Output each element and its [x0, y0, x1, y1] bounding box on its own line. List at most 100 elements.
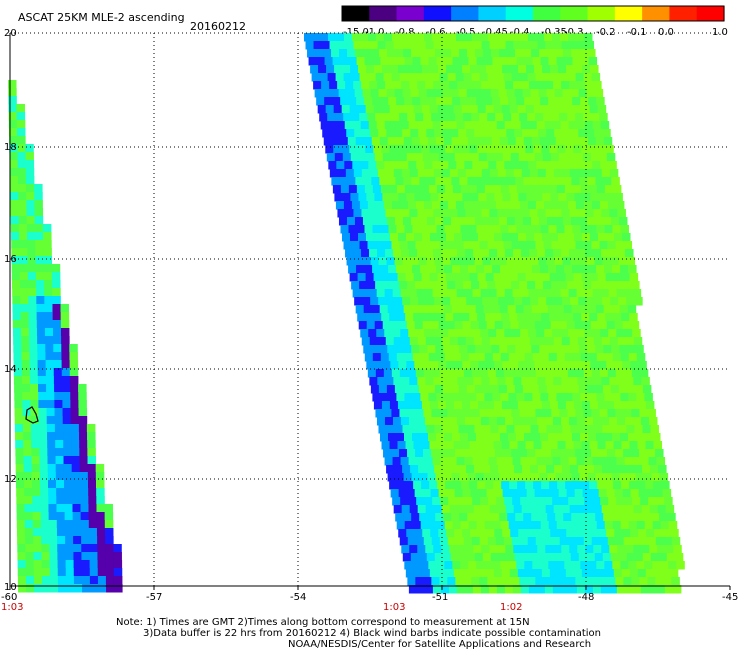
- swath-cell: [486, 361, 495, 370]
- swath-cell: [602, 465, 611, 474]
- swath-cell: [33, 576, 43, 585]
- swath-cell: [19, 232, 28, 241]
- swath-cell: [602, 217, 612, 226]
- swath-cell: [361, 337, 371, 346]
- swath-cell: [464, 121, 474, 130]
- swath-cell: [69, 344, 78, 353]
- swath-cell: [480, 121, 490, 130]
- swath-cell: [500, 185, 510, 194]
- swath-cell: [23, 456, 33, 465]
- swath-cell: [34, 208, 44, 217]
- swath-cell: [61, 352, 70, 361]
- swath-cell: [36, 304, 45, 313]
- swath-cell: [449, 377, 458, 386]
- swath-cell: [593, 249, 602, 258]
- swath-cell: [615, 369, 625, 378]
- swath-cell: [574, 153, 584, 162]
- swath-cell: [364, 185, 374, 194]
- swath-cell: [570, 385, 580, 394]
- swath-cell: [399, 449, 408, 458]
- swath-cell: [588, 185, 598, 194]
- swath-cell: [396, 97, 405, 106]
- swath-cell: [378, 217, 388, 226]
- swath-cell: [544, 497, 553, 506]
- swath-cell: [653, 441, 663, 450]
- swath-cell: [510, 65, 519, 74]
- swath-cell: [580, 393, 589, 402]
- swath-cell: [545, 249, 554, 258]
- swath-cell: [408, 417, 418, 426]
- swath-cell: [482, 385, 492, 394]
- swath-cell: [30, 392, 39, 401]
- swath-cell: [605, 145, 614, 154]
- swath-cell: [352, 289, 362, 298]
- swath-cell: [525, 105, 535, 114]
- swath-cell: [407, 577, 416, 586]
- swath-cell: [425, 209, 434, 218]
- swath-cell: [527, 449, 536, 458]
- swath-cell: [580, 433, 589, 442]
- swath-cell: [412, 393, 421, 402]
- swath-cell: [492, 521, 502, 530]
- swath-cell: [451, 473, 461, 482]
- swath-cell: [559, 369, 569, 378]
- swath-cell: [424, 329, 433, 338]
- swath-cell: [492, 185, 502, 194]
- swath-cell: [566, 153, 576, 162]
- swath-cell: [388, 353, 398, 362]
- swath-cell: [384, 457, 394, 466]
- swath-cell: [389, 105, 399, 114]
- swath-cell: [502, 361, 511, 370]
- swath-cell: [406, 361, 415, 370]
- swath-cell: [596, 393, 605, 402]
- swath-cell: [380, 97, 389, 106]
- swath-cell: [73, 552, 82, 561]
- swath-cell: [511, 409, 520, 418]
- footer-credit: NOAA/NESDIS/Center for Satellite Applica…: [288, 639, 591, 650]
- swath-cell: [403, 473, 413, 482]
- swath-cell: [584, 33, 593, 42]
- swath-cell: [473, 377, 482, 386]
- swath-cell: [532, 393, 541, 402]
- swath-cell: [599, 449, 608, 458]
- swath-cell: [514, 297, 523, 306]
- swath-cell: [579, 137, 589, 146]
- swath-cell: [400, 457, 410, 466]
- swath-cell: [89, 576, 99, 585]
- swath-cell: [458, 297, 467, 306]
- swath-cell: [443, 137, 453, 146]
- swath-cell: [596, 561, 605, 570]
- swath-cell: [538, 553, 548, 562]
- swath-cell: [26, 584, 35, 593]
- swath-cell: [72, 496, 81, 505]
- swath-cell: [382, 233, 391, 242]
- swath-cell: [388, 97, 397, 106]
- swath-cell: [570, 297, 579, 306]
- swath-cell: [72, 504, 81, 513]
- swath-cell: [437, 481, 446, 490]
- swath-cell: [488, 329, 497, 338]
- swath-cell: [561, 249, 570, 258]
- swath-cell: [464, 161, 473, 170]
- swath-cell: [496, 497, 505, 506]
- swath-cell: [623, 369, 633, 378]
- swath-cell: [32, 512, 42, 521]
- swath-cell: [584, 585, 594, 594]
- swath-cell: [465, 249, 474, 258]
- swath-cell: [16, 128, 26, 137]
- swath-cell: [557, 481, 566, 490]
- swath-cell: [579, 513, 588, 522]
- swath-cell: [529, 41, 539, 50]
- swath-cell: [611, 473, 621, 482]
- swath-cell: [584, 161, 593, 170]
- swath-cell: [411, 345, 420, 354]
- swath-cell: [457, 81, 466, 90]
- swath-cell: [551, 201, 561, 210]
- swath-cell: [575, 409, 584, 418]
- swath-cell: [340, 97, 349, 106]
- swath-cell: [409, 41, 419, 50]
- swath-cell: [453, 145, 462, 154]
- swath-cell: [40, 488, 49, 497]
- swath-cell: [521, 41, 531, 50]
- swath-cell: [575, 577, 584, 586]
